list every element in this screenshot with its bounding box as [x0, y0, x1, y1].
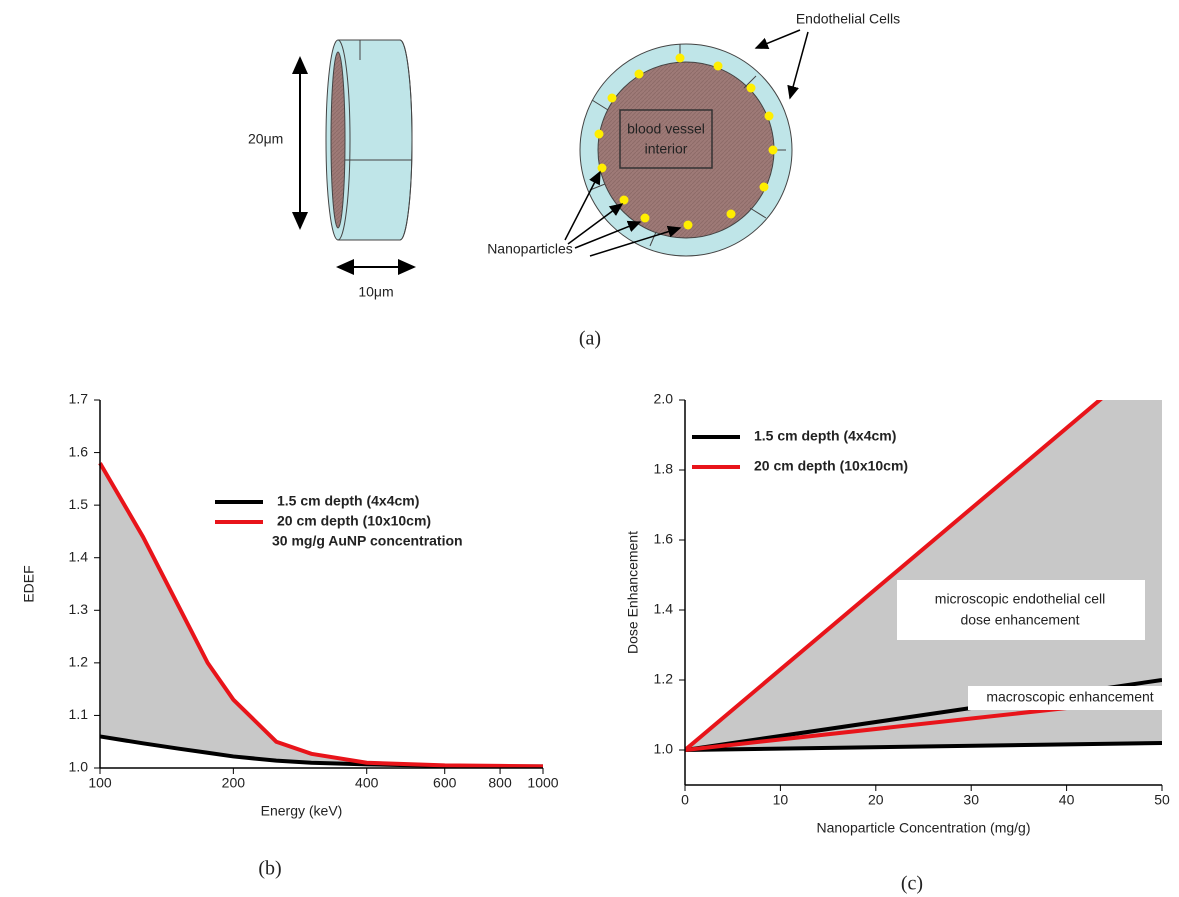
x-axis-label: Energy (keV): [261, 803, 343, 819]
y-tick-label: 1.6: [69, 443, 89, 459]
x-tick-label: 200: [222, 775, 246, 791]
caption: (b): [258, 858, 281, 880]
cells-label: Endothelial Cells: [796, 11, 900, 27]
series-line: [685, 741, 1162, 752]
x-tick-label: 800: [488, 775, 512, 791]
cells-arrows: [754, 29, 809, 100]
x-tick-label: 10: [773, 792, 789, 808]
particles-label: Nanoparticles: [487, 241, 573, 257]
x-tick-label: 30: [963, 792, 979, 808]
interior-label: blood vessel: [627, 121, 705, 137]
y-tick-label: 1.5: [69, 496, 89, 512]
annotation: microscopic endothelial cell: [935, 591, 1105, 607]
y-axis-label: Dose Enhancement: [625, 531, 641, 654]
legend-label: 1.5 cm depth (4x4cm): [277, 493, 419, 509]
chart: 1.0 1.1 1.2 1.3 1.4 1.5 1.6 1.7 100 200 400 600 800 1…: [21, 391, 559, 819]
series-line: [98, 462, 544, 769]
width-label: 10μm: [358, 284, 393, 300]
legend-label: 20 cm depth (10x10cm): [754, 458, 908, 474]
x-tick-label: 100: [88, 775, 112, 791]
y-tick-label: 1.2: [654, 671, 674, 687]
annotation: dose enhancement: [960, 612, 1079, 628]
legend-label: 20 cm depth (10x10cm): [277, 513, 431, 529]
series-line: [685, 400, 1103, 752]
chart: microscopic endothelial cell dose enhance…: [625, 391, 1172, 836]
y-tick-label: 1.4: [654, 601, 674, 617]
annotation-box: [968, 686, 1172, 710]
x-axis-label: Nanoparticle Concentration (mg/g): [817, 820, 1031, 836]
y-tick-label: 1.7: [69, 391, 89, 407]
height-label: 20μm: [248, 131, 283, 147]
annotation-box: [897, 580, 1145, 640]
y-tick-label: 1.1: [69, 706, 89, 722]
y-tick-label: 1.3: [69, 601, 89, 617]
y-tick-label: 1.4: [69, 548, 89, 564]
caption: (c): [901, 873, 923, 895]
interior-label: interior: [645, 141, 688, 157]
y-tick-label: 2.0: [654, 391, 674, 407]
y-axis-label: EDEF: [21, 565, 37, 602]
y-tick-label: 1.6: [654, 531, 674, 547]
x-tick-label: 40: [1059, 792, 1075, 808]
particles-arrows: [564, 170, 682, 257]
x-tick-label: 20: [868, 792, 884, 808]
vessel-cross-section: [579, 43, 793, 257]
legend-label: 1.5 cm depth (4x4cm): [754, 428, 896, 444]
x-tick-label: 0: [681, 792, 689, 808]
caption: (a): [579, 328, 601, 350]
annotation: 30 mg/g AuNP concentration: [272, 533, 463, 549]
shaded-region: [685, 400, 1162, 750]
y-tick-label: 1.0: [69, 759, 89, 775]
x-tick-label: 50: [1154, 792, 1170, 808]
cylinder: [325, 39, 413, 241]
x-tick-label: 600: [433, 775, 457, 791]
x-tick-label: 400: [355, 775, 379, 791]
y-tick-label: 1.0: [654, 741, 674, 757]
annotation: macroscopic enhancement: [986, 689, 1153, 705]
y-tick-label: 1.2: [69, 654, 89, 670]
x-tick-label: 1000: [527, 775, 558, 791]
shaded-region: [100, 463, 543, 767]
y-tick-label: 1.8: [654, 461, 674, 477]
plot: [98, 462, 544, 769]
